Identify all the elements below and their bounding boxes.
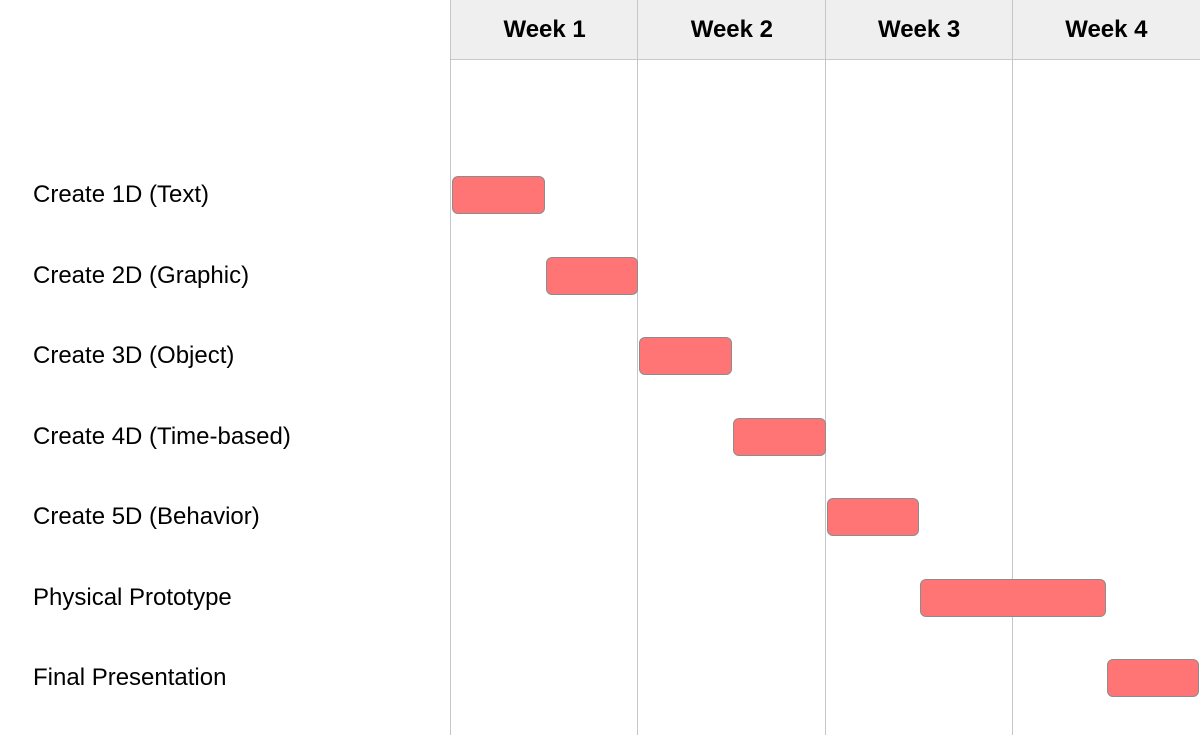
- week-header-2: Week 2: [638, 0, 826, 60]
- task-bar: [920, 578, 1107, 617]
- week-header-1: Week 1: [451, 0, 639, 60]
- week-header-4: Week 4: [1012, 0, 1200, 60]
- task-bar: [639, 337, 732, 375]
- task-label: Create 3D (Object): [33, 342, 235, 369]
- week-header-3: Week 3: [825, 0, 1013, 60]
- task-bar: [1107, 659, 1199, 697]
- task-label: Final Presentation: [33, 664, 227, 691]
- week-gridline: [637, 0, 639, 735]
- task-label: Physical Prototype: [33, 583, 232, 611]
- task-label: Create 2D (Graphic): [33, 261, 250, 289]
- task-bar: [732, 417, 826, 456]
- task-label: Create 1D (Text): [33, 181, 210, 208]
- task-label: Create 5D (Behavior): [33, 503, 260, 530]
- task-bar: [452, 176, 545, 214]
- task-bar: [545, 256, 639, 295]
- week-gridline: [1011, 0, 1013, 735]
- week-gridline: [450, 0, 451, 735]
- task-label: Create 4D (Time-based): [33, 422, 291, 450]
- task-bar: [826, 498, 920, 536]
- week-gridline: [824, 0, 826, 735]
